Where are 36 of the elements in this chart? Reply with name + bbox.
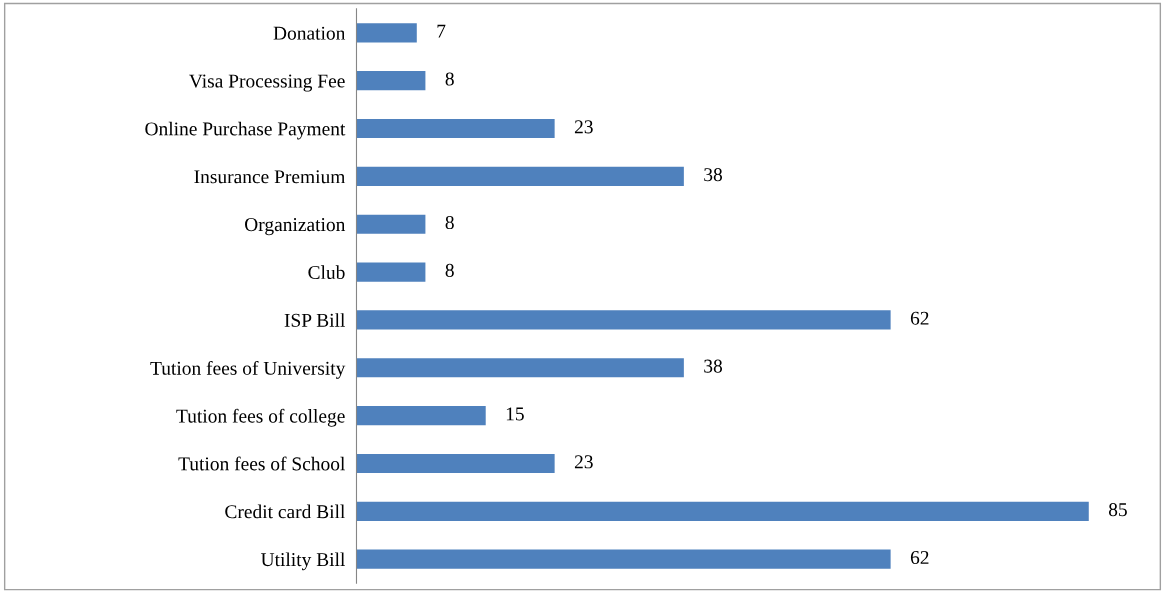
bar: [356, 453, 555, 474]
bar: [356, 310, 891, 330]
data-label: 8: [445, 263, 454, 277]
data-label: 38: [704, 168, 723, 182]
bar: [356, 406, 486, 426]
y-tick-label: Tution fees of college: [176, 408, 345, 427]
data-label: 38: [704, 359, 723, 373]
y-tick-label: Club: [308, 265, 345, 280]
bar: [356, 166, 684, 186]
y-tick-label: ISP Bill: [284, 313, 345, 327]
bar: [356, 23, 417, 43]
y-tick-label: Tution fees of School: [178, 456, 345, 471]
data-label: 23: [574, 120, 593, 134]
bar: [356, 549, 891, 569]
y-tick-label: Insurance Premium: [194, 170, 346, 184]
data-label: 62: [910, 311, 929, 325]
bar: [356, 358, 684, 378]
data-label: 85: [1108, 503, 1127, 517]
data-label: 8: [445, 72, 454, 86]
data-label: 15: [506, 407, 524, 421]
bar: [356, 501, 1089, 521]
data-label: 23: [574, 455, 593, 469]
y-tick-label: Visa Processing Fee: [189, 74, 345, 92]
bar: [356, 214, 426, 234]
bar: [356, 71, 426, 91]
data-label: 7: [437, 24, 446, 38]
y-tick-label: Credit card Bill: [225, 504, 345, 519]
y-tick-label: Online Purchase Payment: [145, 121, 346, 140]
y-tick-label: Utility Bill: [260, 552, 345, 571]
data-label: 62: [910, 550, 929, 565]
y-tick-label: Donation: [273, 26, 346, 40]
y-tick-label: Organization: [245, 218, 346, 236]
y-tick-label: Tution fees of University: [150, 360, 346, 379]
data-label: 8: [445, 215, 454, 230]
bar: [356, 262, 426, 282]
bar: [356, 118, 555, 139]
